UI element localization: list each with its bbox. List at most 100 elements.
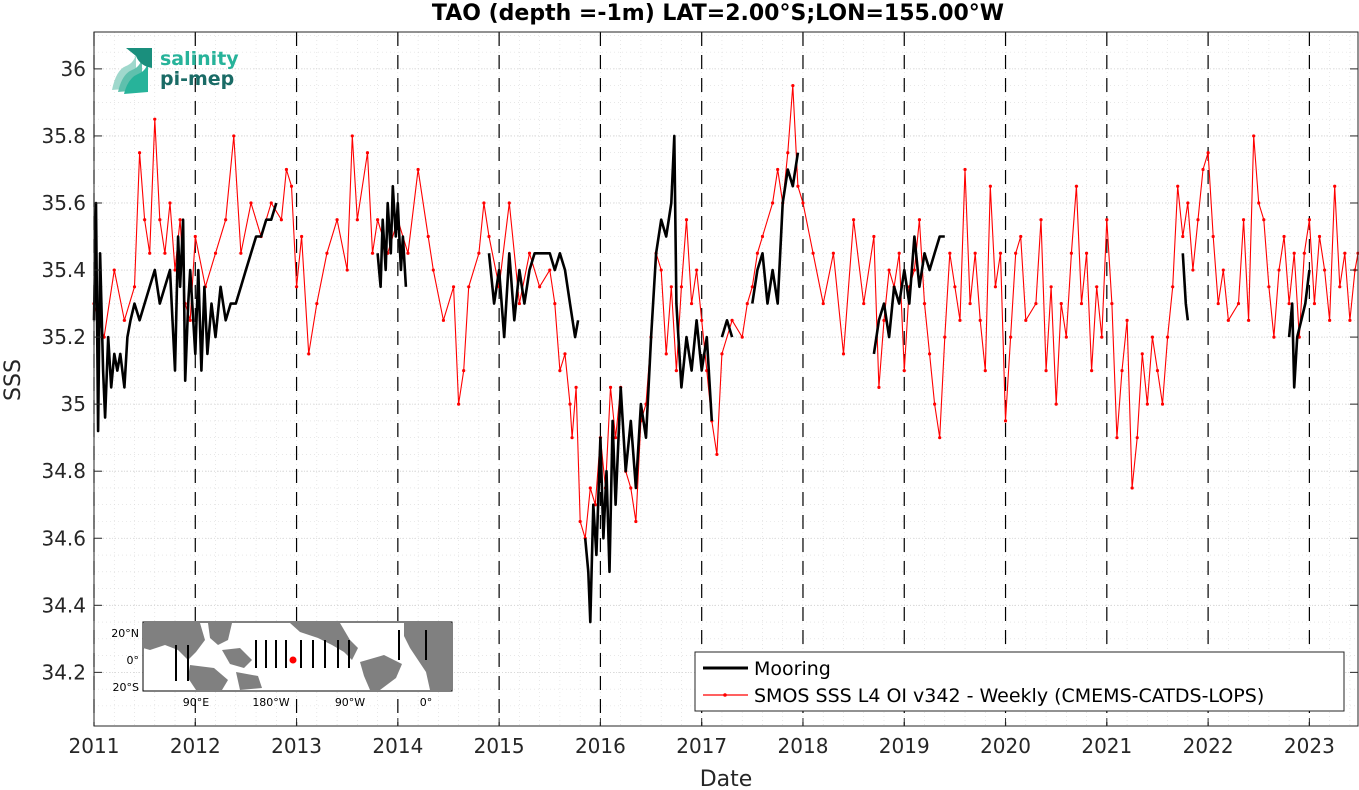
series-smos-point <box>1348 318 1352 322</box>
series-smos-point <box>1267 285 1271 289</box>
y-tick-label: 35 <box>61 392 86 416</box>
series-smos-point <box>1206 151 1210 155</box>
series-smos-point <box>1115 436 1119 440</box>
series-smos-point <box>441 318 446 322</box>
series-smos-point <box>1064 335 1068 339</box>
series-smos-point <box>370 251 375 255</box>
series-smos-point <box>325 251 329 255</box>
x-tick-label: 2019 <box>879 734 930 758</box>
series-smos-point <box>355 218 359 222</box>
series-smos-point <box>1130 486 1134 490</box>
series-smos-point <box>1049 285 1053 289</box>
y-tick-label: 34.8 <box>41 459 86 483</box>
series-smos-point <box>279 218 283 222</box>
legend-box <box>694 651 1345 712</box>
series-smos-point <box>538 285 542 289</box>
series-smos-point <box>1277 268 1281 272</box>
x-tick-label: 2014 <box>372 734 423 758</box>
series-smos-point <box>307 352 311 356</box>
series-mooring-line <box>720 318 734 338</box>
series-smos-point <box>938 436 942 440</box>
x-axis-label: Date <box>700 767 753 790</box>
series-smos-point <box>695 268 699 272</box>
series-smos-point <box>740 335 744 339</box>
series-smos-point <box>168 201 172 205</box>
series-smos-point <box>963 167 967 172</box>
series-smos-point <box>1009 335 1013 339</box>
series-smos-point <box>158 218 162 222</box>
series-smos-point <box>431 268 435 272</box>
series-smos-point <box>922 301 927 306</box>
series-smos-point <box>689 301 694 306</box>
series-smos-point <box>457 402 461 406</box>
map-lat-20n: 20°N <box>111 627 139 640</box>
inset-map-station-marker <box>289 656 297 664</box>
inset-map-buoys <box>175 630 427 681</box>
series-smos-point <box>745 301 749 306</box>
series-smos-point <box>163 251 167 255</box>
series-smos-point <box>958 318 962 322</box>
series-smos-point <box>467 285 471 289</box>
series-smos-point <box>1252 134 1256 138</box>
series-smos-point <box>406 251 410 255</box>
logo-line1: salinity <box>160 48 239 70</box>
series-smos-point <box>831 251 835 255</box>
series-smos-point <box>1226 318 1230 322</box>
series-smos-point <box>416 167 420 172</box>
series-smos-point <box>578 519 582 524</box>
series-smos-point <box>1019 234 1023 239</box>
series-smos-point <box>1176 184 1180 188</box>
y-tick-label: 35.2 <box>41 325 86 349</box>
series-smos-point <box>1069 251 1073 255</box>
series-mooring-line <box>376 184 408 289</box>
series-smos-point <box>674 369 678 373</box>
series-smos-point <box>821 301 825 306</box>
series-smos-point <box>558 369 562 373</box>
x-tick-label: 2012 <box>170 734 221 758</box>
series-smos-point <box>178 218 182 222</box>
y-tick-label: 34.4 <box>41 593 86 617</box>
series-smos-point <box>239 251 243 255</box>
series-smos-point <box>1302 251 1306 255</box>
series-smos-point <box>1024 318 1028 322</box>
series-smos-point <box>933 402 937 406</box>
series-smos-point <box>1014 251 1018 255</box>
series-smos-point <box>300 234 304 239</box>
series-smos-point <box>570 436 574 440</box>
series-smos-point <box>143 218 147 222</box>
series-smos-point <box>1241 218 1246 222</box>
series-smos-point <box>1221 268 1225 272</box>
y-tick-label: 35.8 <box>41 124 86 148</box>
series-smos-point <box>462 369 466 373</box>
series-smos-point <box>983 369 987 373</box>
minor-grid <box>93 32 1358 726</box>
series-smos-point <box>487 234 491 239</box>
series-smos-point <box>998 251 1003 255</box>
series-smos-point <box>1333 184 1337 188</box>
series-smos-point <box>1084 251 1089 255</box>
y-tick-label: 36 <box>61 57 86 81</box>
series-smos-point <box>796 184 800 188</box>
y-tick-label: 34.6 <box>41 526 86 550</box>
y-tick-label: 35.6 <box>41 191 86 215</box>
series-smos-point <box>973 251 977 255</box>
series-smos-point <box>760 234 765 239</box>
legend-label-mooring: Mooring <box>754 658 831 680</box>
series-smos-point <box>426 234 430 239</box>
series-smos-point <box>1100 335 1104 339</box>
series-smos-point <box>801 201 805 205</box>
series-smos-point <box>1155 369 1160 373</box>
series-smos-point <box>269 201 273 205</box>
x-tick-label: 2021 <box>1081 734 1132 758</box>
series-smos-point <box>249 201 253 205</box>
series-smos-point <box>563 352 567 356</box>
series-smos-point <box>1110 301 1114 306</box>
series-smos-point <box>786 151 790 155</box>
series-smos-point <box>173 268 177 272</box>
x-tick-label: 2020 <box>980 734 1031 758</box>
series-smos-point <box>679 285 684 289</box>
series-smos-point <box>568 402 572 406</box>
series-smos-point <box>232 134 236 138</box>
series-smos-point <box>1181 234 1185 239</box>
series-smos-point <box>1247 318 1251 322</box>
